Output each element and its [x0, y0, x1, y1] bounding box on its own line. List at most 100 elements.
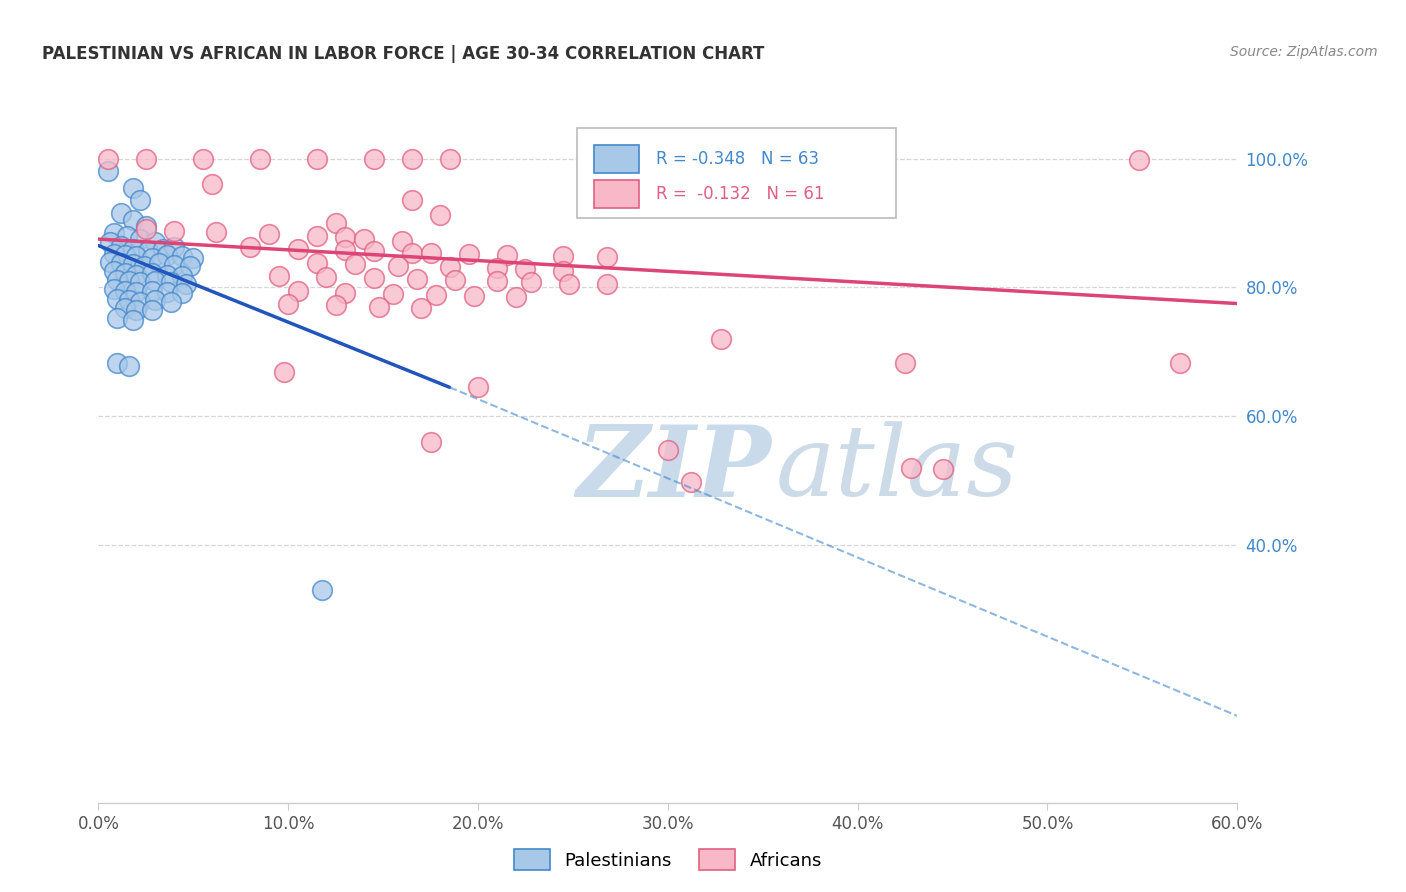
Point — [325, 298, 347, 312]
Point — [429, 208, 451, 222]
Point — [305, 228, 328, 243]
Point — [305, 256, 328, 270]
Point — [159, 275, 181, 289]
Point — [335, 230, 357, 244]
Point — [277, 296, 299, 310]
Point — [110, 206, 132, 220]
Point — [170, 286, 193, 301]
Text: ZIP: ZIP — [576, 421, 772, 517]
Point — [463, 289, 485, 303]
Point — [121, 242, 143, 256]
Point — [125, 250, 148, 264]
Point — [273, 366, 295, 380]
Point — [110, 238, 132, 252]
Point — [179, 259, 201, 273]
Point — [363, 152, 385, 166]
Point — [121, 312, 143, 326]
Point — [315, 270, 337, 285]
FancyBboxPatch shape — [576, 128, 896, 219]
Point — [259, 227, 281, 241]
Point — [1128, 153, 1150, 167]
FancyBboxPatch shape — [593, 180, 640, 208]
Point — [191, 152, 214, 166]
Point — [156, 248, 179, 262]
Point — [363, 270, 385, 285]
Point — [98, 235, 121, 250]
Point — [121, 257, 143, 271]
Point — [596, 250, 619, 264]
Point — [457, 247, 479, 261]
Point — [159, 294, 181, 309]
Point — [205, 225, 228, 239]
Point — [305, 152, 328, 166]
Point — [125, 303, 148, 318]
Text: Source: ZipAtlas.com: Source: ZipAtlas.com — [1230, 45, 1378, 59]
Point — [932, 462, 955, 476]
Point — [401, 245, 423, 260]
Point — [121, 180, 143, 194]
Point — [239, 240, 262, 254]
Point — [596, 277, 619, 292]
Point — [553, 263, 575, 277]
Point — [267, 268, 290, 283]
Point — [129, 294, 152, 309]
Point — [419, 435, 441, 450]
Point — [439, 152, 461, 166]
Point — [98, 254, 121, 268]
Point — [486, 261, 509, 276]
Point — [520, 275, 543, 289]
Point — [129, 275, 152, 289]
Point — [110, 256, 132, 270]
Point — [710, 332, 733, 346]
Point — [125, 268, 148, 282]
Point — [894, 356, 917, 370]
Point — [107, 311, 129, 326]
Point — [679, 475, 702, 489]
Point — [129, 194, 152, 208]
Point — [900, 460, 922, 475]
Point — [141, 266, 163, 280]
Point — [343, 257, 366, 271]
Point — [363, 244, 385, 259]
Point — [353, 232, 375, 246]
Point — [103, 247, 125, 261]
Point — [156, 268, 179, 282]
Point — [467, 380, 489, 394]
Point — [107, 273, 129, 287]
Point — [401, 194, 423, 208]
Text: PALESTINIAN VS AFRICAN IN LABOR FORCE | AGE 30-34 CORRELATION CHART: PALESTINIAN VS AFRICAN IN LABOR FORCE | … — [42, 45, 765, 62]
Point — [201, 178, 224, 192]
Point — [103, 264, 125, 278]
Point — [156, 285, 179, 299]
Point — [152, 242, 174, 256]
Point — [505, 290, 527, 304]
Point — [141, 303, 163, 318]
Point — [163, 224, 186, 238]
Point — [97, 164, 120, 178]
Point — [118, 293, 141, 308]
Point — [145, 293, 167, 308]
Point — [170, 268, 193, 283]
Point — [558, 277, 581, 291]
Point — [132, 259, 155, 273]
Text: atlas: atlas — [776, 421, 1019, 516]
Legend: Palestinians, Africans: Palestinians, Africans — [506, 842, 830, 877]
Point — [121, 212, 143, 227]
Point — [444, 273, 467, 287]
Point — [368, 300, 391, 314]
Point — [114, 301, 136, 315]
Point — [145, 235, 167, 250]
Point — [115, 228, 138, 243]
Point — [401, 152, 423, 166]
Text: R =  -0.132   N = 61: R = -0.132 N = 61 — [657, 185, 825, 203]
Point — [145, 274, 167, 288]
Point — [515, 262, 537, 277]
Point — [107, 356, 129, 370]
Point — [125, 285, 148, 299]
Point — [114, 266, 136, 280]
FancyBboxPatch shape — [593, 145, 640, 173]
Point — [114, 248, 136, 262]
Text: R = -0.348   N = 63: R = -0.348 N = 63 — [657, 150, 820, 169]
Point — [174, 277, 197, 291]
Point — [657, 442, 679, 457]
